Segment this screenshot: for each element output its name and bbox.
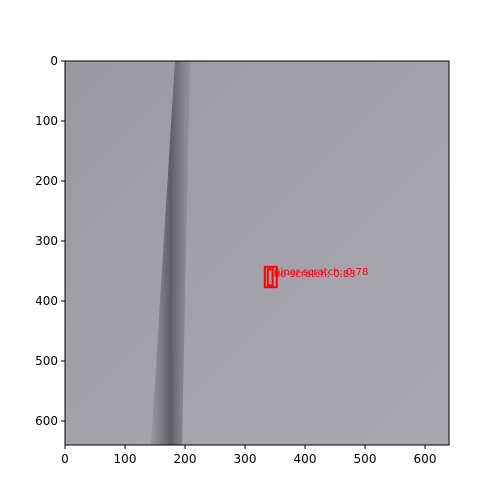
y-tick-label: 600 (35, 414, 58, 428)
x-tick-label: 600 (414, 452, 437, 466)
y-tick-label: 300 (35, 234, 58, 248)
x-tick-label: 200 (174, 452, 197, 466)
x-tick-label: 500 (354, 452, 377, 466)
detection-box (266, 268, 274, 287)
y-tick-label: 100 (35, 114, 58, 128)
x-tick-label: 0 (61, 452, 69, 466)
y-tick-label: 400 (35, 294, 58, 308)
y-tick-label: 0 (50, 54, 58, 68)
detection-box (263, 265, 278, 289)
x-tick-label: 300 (234, 452, 257, 466)
photo (65, 61, 449, 445)
dark-streak (151, 61, 190, 445)
y-tick-label: 200 (35, 174, 58, 188)
x-tick-label: 400 (294, 452, 317, 466)
x-tick-label: 100 (114, 452, 137, 466)
y-tick-label: 500 (35, 354, 58, 368)
image-area (64, 60, 450, 446)
axes-frame (64, 60, 450, 446)
detection-label: minor-scratch: 0.78 (271, 267, 369, 278)
detection-label: no-scratch: 0.83 (274, 269, 356, 280)
